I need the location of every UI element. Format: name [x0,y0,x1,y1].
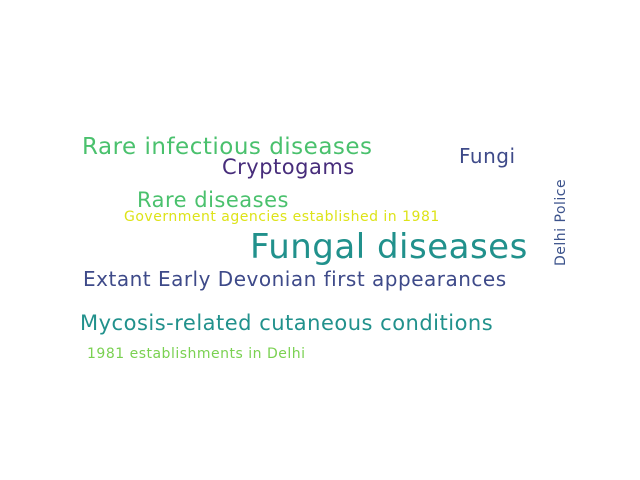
word-delhi-police: Delhi Police [553,178,569,266]
word-mycosis-related-conditions: Mycosis-related cutaneous conditions [80,311,494,335]
word-rare-infectious-diseases: Rare infectious diseases [82,134,373,160]
word-cryptogams: Cryptogams [222,155,355,179]
word-fungal-diseases: Fungal diseases [250,227,528,267]
word-government-agencies-1981: Government agencies established in 1981 [124,209,440,225]
word-rare-diseases: Rare diseases [137,188,289,212]
word-fungi: Fungi [459,144,516,168]
word-extant-early-devonian: Extant Early Devonian first appearances [83,267,507,291]
word-1981-establishments-delhi: 1981 establishments in Delhi [87,346,306,362]
